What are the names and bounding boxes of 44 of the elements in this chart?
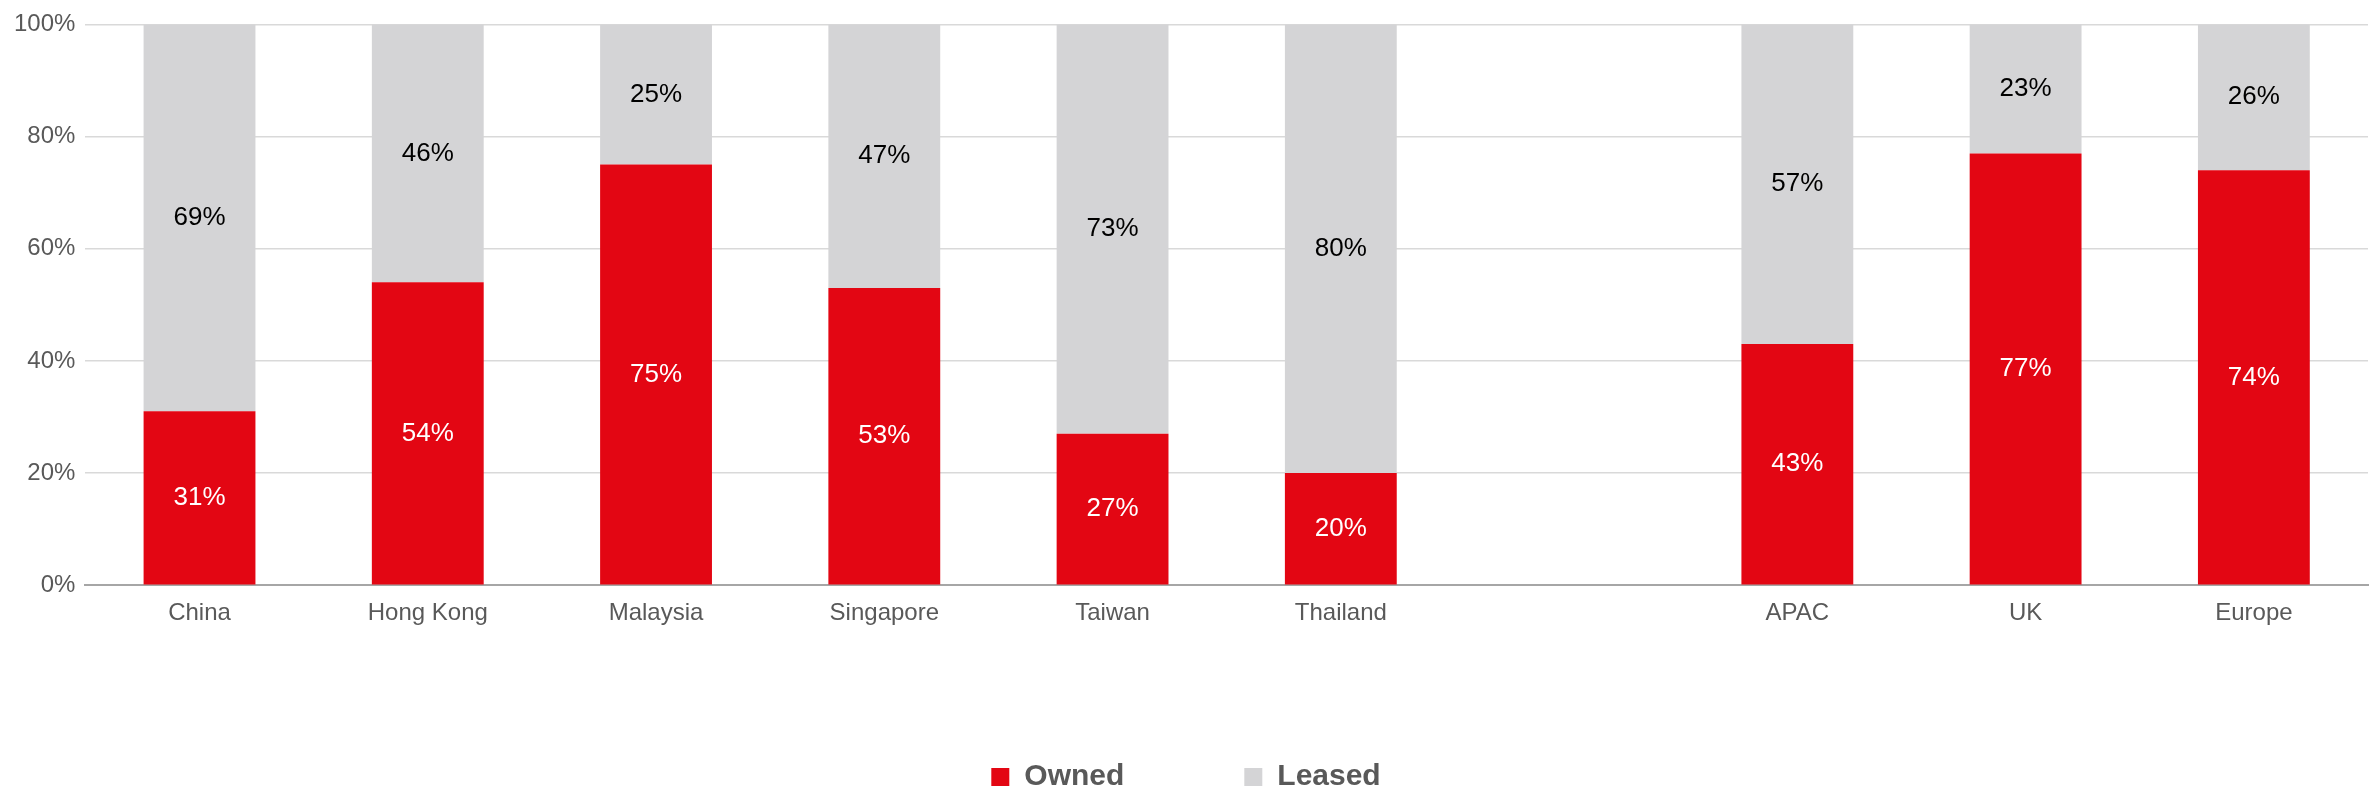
data-label: 31% (173, 481, 226, 512)
data-label: 53% (858, 419, 911, 450)
bar (1284, 473, 1397, 585)
data-label: 75% (630, 357, 683, 388)
y-tick-label: 60% (27, 233, 76, 261)
x-tick-label: Malaysia (608, 598, 705, 626)
bar (2197, 170, 2310, 585)
data-label: 74% (2227, 360, 2280, 391)
data-label: 46% (401, 136, 454, 167)
bar (1741, 344, 1854, 585)
bar (371, 282, 484, 585)
bar (1969, 153, 2082, 585)
x-tick-label: UK (2008, 598, 2043, 626)
data-label: 80% (1314, 231, 1367, 262)
bar (1056, 433, 1169, 585)
bar (143, 411, 256, 585)
x-tick-label: Hong Kong (367, 598, 488, 626)
data-label: 25% (630, 77, 683, 108)
x-tick-label: Taiwan (1075, 598, 1150, 626)
data-label: 54% (401, 416, 454, 447)
data-label: 26% (2227, 80, 2280, 111)
data-label: 69% (173, 201, 226, 232)
x-tick-label: Thailand (1294, 598, 1387, 626)
x-tick-label: China (168, 598, 232, 626)
y-tick-label: 20% (27, 457, 76, 485)
y-tick-label: 80% (27, 121, 76, 149)
data-label: 47% (858, 139, 911, 170)
bar (828, 287, 941, 585)
data-label: 23% (1999, 72, 2052, 103)
data-label: 57% (1771, 167, 1824, 198)
bar (600, 164, 712, 585)
y-tick-label: 0% (40, 569, 76, 597)
data-label: 43% (1771, 447, 1824, 478)
x-tick-label: Singapore (829, 598, 940, 626)
y-tick-label: 100% (13, 9, 76, 37)
x-tick-label: Europe (2215, 598, 2293, 626)
y-tick-label: 40% (27, 345, 76, 373)
x-tick-label: APAC (1765, 598, 1830, 626)
data-label: 27% (1086, 492, 1139, 523)
legend-label: Owned (1024, 758, 1125, 792)
legend-label: Leased (1277, 758, 1381, 792)
data-label: 73% (1086, 212, 1139, 243)
data-label: 20% (1314, 511, 1367, 542)
data-label: 77% (1999, 352, 2052, 383)
